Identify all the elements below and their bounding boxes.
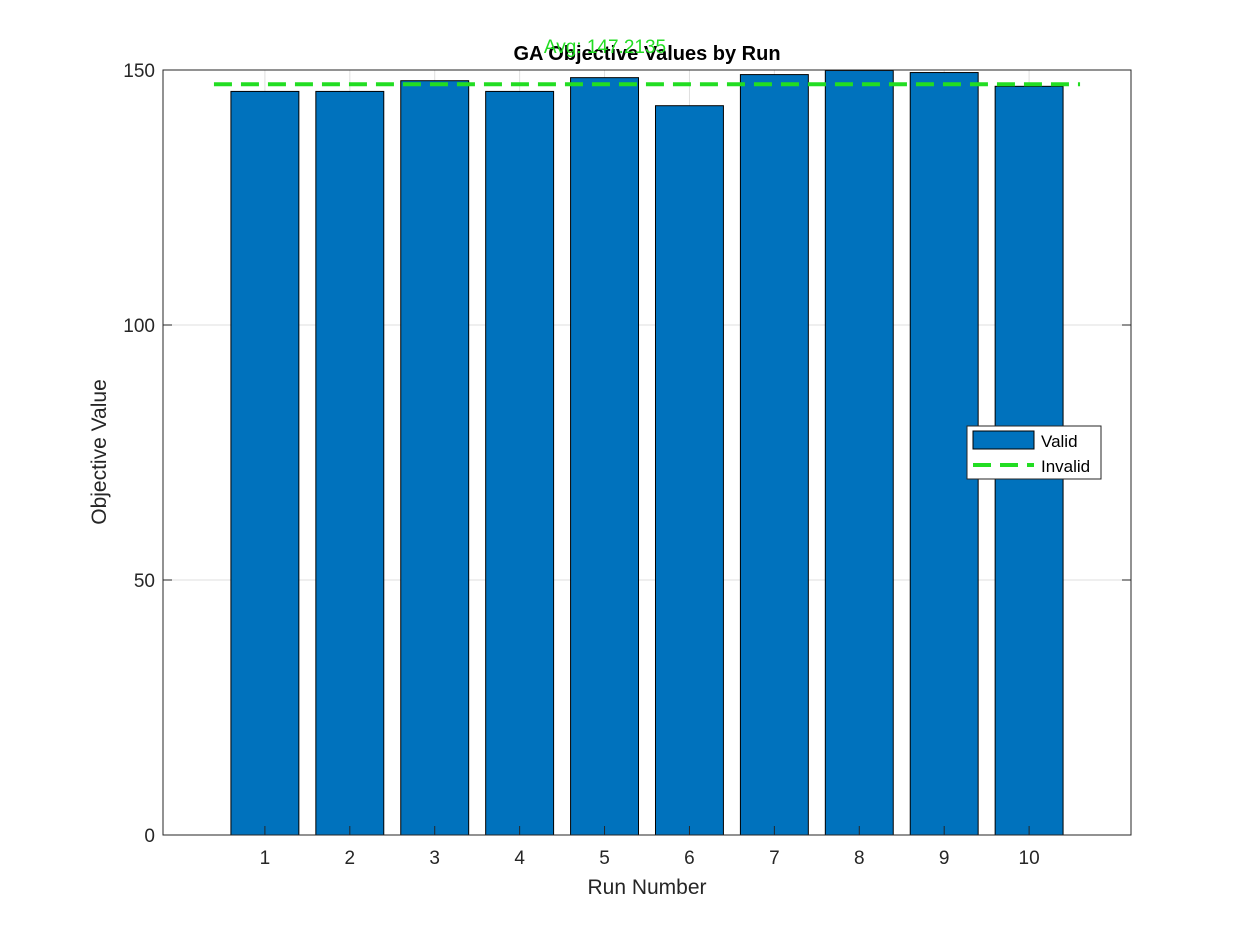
bar-run-4 (485, 90, 555, 836)
bar-run-2 (315, 90, 385, 836)
x-tick-label: 3 (429, 848, 440, 869)
bar-run-3 (400, 80, 470, 836)
x-tick-label: 4 (514, 848, 525, 869)
x-tick-label: 10 (1019, 848, 1040, 869)
axes-box (162, 69, 1132, 836)
bar-run-6 (654, 105, 724, 836)
x-axis-label: Run Number (587, 876, 706, 899)
y-axis-label: Objective Value (88, 379, 111, 525)
bar-run-1 (230, 90, 300, 836)
bar-group (230, 70, 1064, 836)
legend: Valid Invalid (966, 425, 1102, 480)
bar-run-5 (570, 77, 640, 836)
chart-title: GA Objective Values by Run (513, 43, 780, 65)
x-tick-label: 7 (769, 848, 780, 869)
bar-run-7 (739, 74, 809, 836)
legend-label-invalid: Invalid (1041, 457, 1090, 476)
y-tick-label: 150 (123, 61, 155, 82)
y-tick-label: 50 (134, 571, 155, 592)
x-tick-label: 1 (260, 848, 271, 869)
x-tick-label: 6 (684, 848, 695, 869)
x-tick-label: 2 (345, 848, 356, 869)
axis-ticks: 0 50 100 150 1 2 3 4 5 6 7 8 9 10 (123, 61, 1131, 869)
y-tick-label: 0 (144, 826, 155, 847)
x-tick-label: 5 (599, 848, 610, 869)
x-tick-label: 9 (939, 848, 950, 869)
average-label: Avg: 147.2135 (544, 37, 666, 58)
x-tick-label: 8 (854, 848, 865, 869)
bar-run-8 (824, 70, 894, 836)
y-tick-label: 100 (123, 316, 155, 337)
legend-label-valid: Valid (1041, 432, 1078, 451)
legend-swatch-valid (972, 430, 1035, 450)
